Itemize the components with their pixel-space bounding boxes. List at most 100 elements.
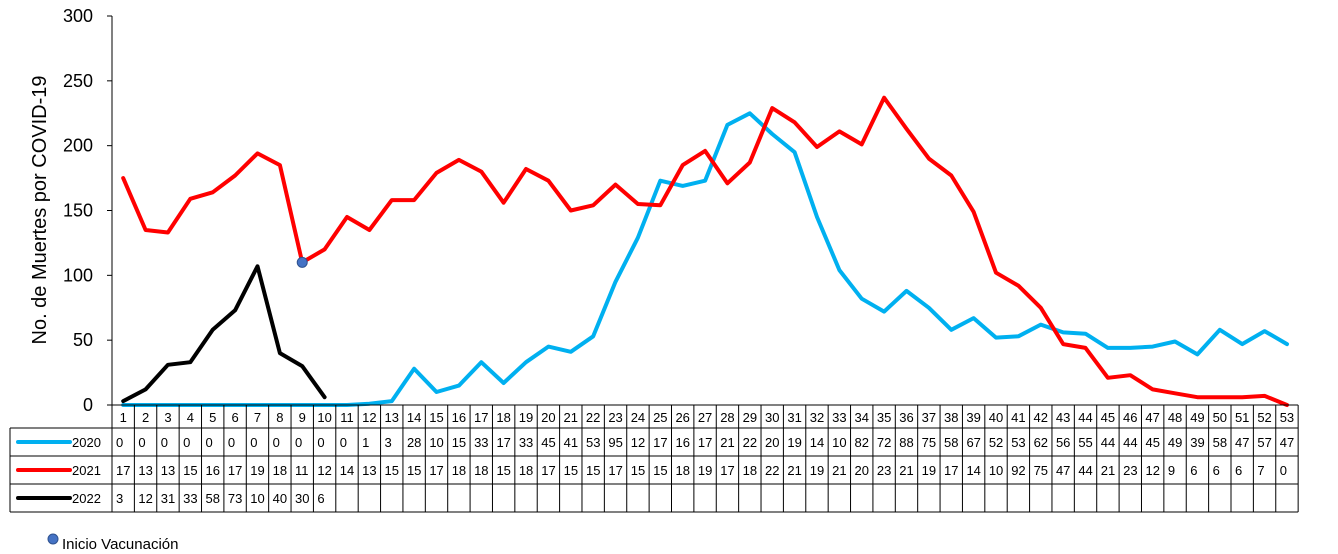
table-cell: 92: [1011, 463, 1025, 478]
table-cell: 15: [407, 463, 421, 478]
table-cell: 17: [496, 435, 510, 450]
row-label-2022: 2022: [72, 491, 101, 506]
table-cell: 15: [564, 463, 578, 478]
week-label: 26: [675, 410, 689, 425]
table-cell: 16: [206, 463, 220, 478]
table-cell: 56: [1056, 435, 1070, 450]
table-cell: 10: [832, 435, 846, 450]
table-cell: 95: [608, 435, 622, 450]
y-tick-label: 150: [63, 201, 93, 221]
table-cell: 53: [1011, 435, 1025, 450]
table-cell: 12: [138, 491, 152, 506]
vaccination-start-marker: [296, 256, 308, 268]
table-cell: 6: [1190, 463, 1197, 478]
table-cell: 47: [1280, 435, 1294, 450]
table-cell: 18: [474, 463, 488, 478]
table-cell: 10: [250, 491, 264, 506]
week-label: 31: [787, 410, 801, 425]
week-label: 12: [362, 410, 376, 425]
table-cell: 6: [1235, 463, 1242, 478]
legend-label: Inicio Vacunación: [62, 536, 178, 553]
table-cell: 0: [273, 435, 280, 450]
table-cell: 0: [340, 435, 347, 450]
table-cell: 0: [206, 435, 213, 450]
y-tick-label: 0: [83, 395, 93, 415]
week-label: 15: [429, 410, 443, 425]
week-label: 19: [519, 410, 533, 425]
table-cell: 0: [228, 435, 235, 450]
week-label: 49: [1190, 410, 1204, 425]
week-label: 2: [142, 410, 149, 425]
y-tick-label: 250: [63, 71, 93, 91]
table-cell: 44: [1101, 435, 1115, 450]
week-label: 46: [1123, 410, 1137, 425]
week-label: 40: [989, 410, 1003, 425]
y-tick-label: 300: [63, 6, 93, 26]
table-cell: 13: [362, 463, 376, 478]
table-cell: 73: [228, 491, 242, 506]
table-cell: 17: [944, 463, 958, 478]
table-cell: 88: [899, 435, 913, 450]
series-line-2022: [121, 264, 327, 404]
week-label: 29: [743, 410, 757, 425]
table-cell: 17: [653, 435, 667, 450]
table-cell: 23: [1123, 463, 1137, 478]
week-label: 13: [385, 410, 399, 425]
table-cell: 44: [1078, 463, 1092, 478]
table-cell: 39: [1190, 435, 1204, 450]
series-line-2021: [121, 95, 1289, 407]
table-cell: 0: [250, 435, 257, 450]
table-cell: 14: [340, 463, 354, 478]
table-cell: 18: [452, 463, 466, 478]
week-label: 44: [1078, 410, 1092, 425]
table-cell: 22: [765, 463, 779, 478]
week-label: 24: [631, 410, 645, 425]
series-lines: [121, 95, 1289, 407]
table-cell: 12: [1145, 463, 1159, 478]
y-tick-label: 100: [63, 265, 93, 285]
table-cell: 7: [1257, 463, 1264, 478]
table-cell: 31: [161, 491, 175, 506]
table-cell: 18: [676, 463, 690, 478]
table-cell: 72: [877, 435, 891, 450]
table-cell: 15: [496, 463, 510, 478]
week-label: 20: [541, 410, 555, 425]
week-label: 9: [299, 410, 306, 425]
table-cell: 15: [586, 463, 600, 478]
table-cell: 67: [966, 435, 980, 450]
week-label: 22: [586, 410, 600, 425]
week-label: 36: [899, 410, 913, 425]
table-cell: 18: [519, 463, 533, 478]
week-label: 14: [407, 410, 421, 425]
table-cell: 47: [1056, 463, 1070, 478]
table-cell: 28: [407, 435, 421, 450]
table-cell: 33: [474, 435, 488, 450]
week-label: 1: [120, 410, 127, 425]
week-label: 5: [209, 410, 216, 425]
table-cell: 23: [877, 463, 891, 478]
week-label: 30: [765, 410, 779, 425]
table-cell: 17: [116, 463, 130, 478]
table-cell: 6: [1213, 463, 1220, 478]
week-label: 25: [653, 410, 667, 425]
week-label: 53: [1280, 410, 1294, 425]
week-label: 27: [698, 410, 712, 425]
table-cell: 18: [743, 463, 757, 478]
table-cell: 10: [989, 463, 1003, 478]
table-cell: 21: [1101, 463, 1115, 478]
table-cell: 21: [832, 463, 846, 478]
table-cell: 6: [317, 491, 324, 506]
table-cell: 45: [1145, 435, 1159, 450]
table-cell: 47: [1235, 435, 1249, 450]
table-cell: 15: [452, 435, 466, 450]
week-label: 48: [1168, 410, 1182, 425]
table-cell: 52: [989, 435, 1003, 450]
table-cell: 17: [608, 463, 622, 478]
y-axis: 0 50 100 150 200 250 300: [63, 6, 113, 415]
table-cell: 17: [228, 463, 242, 478]
table-cell: 19: [922, 463, 936, 478]
week-label: 50: [1213, 410, 1227, 425]
legend: Inicio Vacunación: [47, 533, 178, 553]
y-tick-label: 50: [73, 330, 93, 350]
